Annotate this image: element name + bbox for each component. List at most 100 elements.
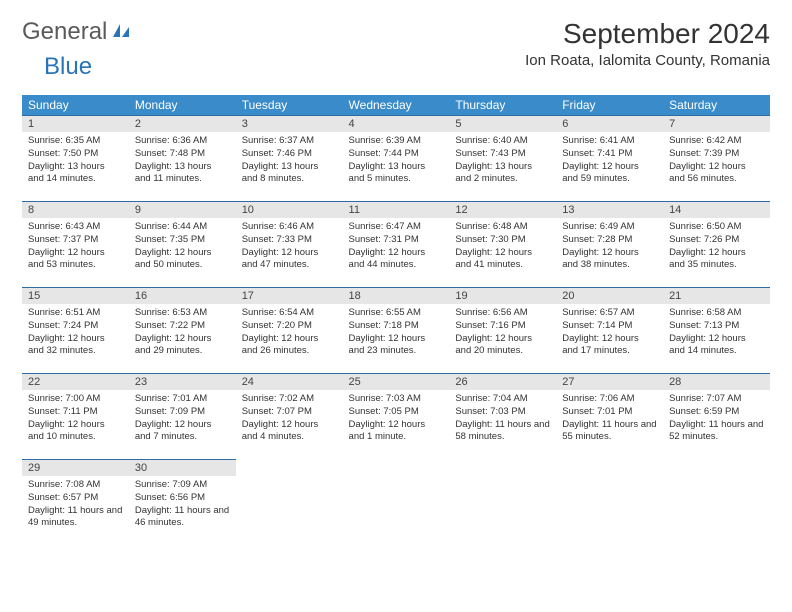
- calendar-cell: 28Sunrise: 7:07 AMSunset: 6:59 PMDayligh…: [663, 373, 770, 459]
- weekday-header: Thursday: [449, 95, 556, 115]
- day-number: 10: [236, 201, 343, 218]
- day-details: Sunrise: 7:06 AMSunset: 7:01 PMDaylight:…: [556, 390, 663, 448]
- day-details: Sunrise: 6:36 AMSunset: 7:48 PMDaylight:…: [129, 132, 236, 190]
- day-number: 8: [22, 201, 129, 218]
- day-details: Sunrise: 6:57 AMSunset: 7:14 PMDaylight:…: [556, 304, 663, 362]
- day-number: 26: [449, 373, 556, 390]
- day-details: Sunrise: 6:37 AMSunset: 7:46 PMDaylight:…: [236, 132, 343, 190]
- day-details: Sunrise: 6:41 AMSunset: 7:41 PMDaylight:…: [556, 132, 663, 190]
- day-number: 4: [343, 115, 450, 132]
- calendar-cell: [663, 459, 770, 545]
- day-details: Sunrise: 6:40 AMSunset: 7:43 PMDaylight:…: [449, 132, 556, 190]
- day-number: 6: [556, 115, 663, 132]
- logo-sails-icon: [111, 18, 133, 46]
- calendar-cell: 22Sunrise: 7:00 AMSunset: 7:11 PMDayligh…: [22, 373, 129, 459]
- day-number: 7: [663, 115, 770, 132]
- calendar-cell: 9Sunrise: 6:44 AMSunset: 7:35 PMDaylight…: [129, 201, 236, 287]
- day-details: Sunrise: 7:04 AMSunset: 7:03 PMDaylight:…: [449, 390, 556, 448]
- calendar-cell: 16Sunrise: 6:53 AMSunset: 7:22 PMDayligh…: [129, 287, 236, 373]
- calendar-cell: 24Sunrise: 7:02 AMSunset: 7:07 PMDayligh…: [236, 373, 343, 459]
- day-number: 13: [556, 201, 663, 218]
- calendar-row: 29Sunrise: 7:08 AMSunset: 6:57 PMDayligh…: [22, 459, 770, 545]
- calendar-cell: [343, 459, 450, 545]
- day-number: 14: [663, 201, 770, 218]
- calendar-cell: 7Sunrise: 6:42 AMSunset: 7:39 PMDaylight…: [663, 115, 770, 201]
- calendar-cell: 2Sunrise: 6:36 AMSunset: 7:48 PMDaylight…: [129, 115, 236, 201]
- calendar-cell: 19Sunrise: 6:56 AMSunset: 7:16 PMDayligh…: [449, 287, 556, 373]
- title-block: September 2024 Ion Roata, Ialomita Count…: [525, 18, 770, 69]
- weekday-header: Wednesday: [343, 95, 450, 115]
- day-number: 3: [236, 115, 343, 132]
- day-number: 18: [343, 287, 450, 304]
- day-number: 2: [129, 115, 236, 132]
- calendar-cell: 11Sunrise: 6:47 AMSunset: 7:31 PMDayligh…: [343, 201, 450, 287]
- weekday-header: Monday: [129, 95, 236, 115]
- calendar-cell: 23Sunrise: 7:01 AMSunset: 7:09 PMDayligh…: [129, 373, 236, 459]
- day-details: Sunrise: 6:48 AMSunset: 7:30 PMDaylight:…: [449, 218, 556, 276]
- logo: General: [22, 18, 133, 46]
- day-details: Sunrise: 7:02 AMSunset: 7:07 PMDaylight:…: [236, 390, 343, 448]
- calendar-cell: 25Sunrise: 7:03 AMSunset: 7:05 PMDayligh…: [343, 373, 450, 459]
- calendar-table: SundayMondayTuesdayWednesdayThursdayFrid…: [22, 95, 770, 545]
- calendar-cell: 27Sunrise: 7:06 AMSunset: 7:01 PMDayligh…: [556, 373, 663, 459]
- calendar-row: 22Sunrise: 7:00 AMSunset: 7:11 PMDayligh…: [22, 373, 770, 459]
- day-details: Sunrise: 6:53 AMSunset: 7:22 PMDaylight:…: [129, 304, 236, 362]
- day-details: Sunrise: 6:44 AMSunset: 7:35 PMDaylight:…: [129, 218, 236, 276]
- day-details: Sunrise: 6:49 AMSunset: 7:28 PMDaylight:…: [556, 218, 663, 276]
- calendar-cell: 20Sunrise: 6:57 AMSunset: 7:14 PMDayligh…: [556, 287, 663, 373]
- day-number: 5: [449, 115, 556, 132]
- calendar-body: 1Sunrise: 6:35 AMSunset: 7:50 PMDaylight…: [22, 115, 770, 545]
- location-text: Ion Roata, Ialomita County, Romania: [525, 52, 770, 69]
- day-number: 29: [22, 459, 129, 476]
- calendar-cell: 30Sunrise: 7:09 AMSunset: 6:56 PMDayligh…: [129, 459, 236, 545]
- calendar-cell: 29Sunrise: 7:08 AMSunset: 6:57 PMDayligh…: [22, 459, 129, 545]
- day-details: Sunrise: 6:55 AMSunset: 7:18 PMDaylight:…: [343, 304, 450, 362]
- day-number: 15: [22, 287, 129, 304]
- calendar-cell: 26Sunrise: 7:04 AMSunset: 7:03 PMDayligh…: [449, 373, 556, 459]
- day-details: Sunrise: 6:42 AMSunset: 7:39 PMDaylight:…: [663, 132, 770, 190]
- calendar-cell: 15Sunrise: 6:51 AMSunset: 7:24 PMDayligh…: [22, 287, 129, 373]
- calendar-cell: 1Sunrise: 6:35 AMSunset: 7:50 PMDaylight…: [22, 115, 129, 201]
- month-title: September 2024: [525, 18, 770, 50]
- day-details: Sunrise: 6:54 AMSunset: 7:20 PMDaylight:…: [236, 304, 343, 362]
- day-number: 12: [449, 201, 556, 218]
- day-number: 28: [663, 373, 770, 390]
- calendar-cell: 10Sunrise: 6:46 AMSunset: 7:33 PMDayligh…: [236, 201, 343, 287]
- day-details: Sunrise: 6:35 AMSunset: 7:50 PMDaylight:…: [22, 132, 129, 190]
- day-number: 17: [236, 287, 343, 304]
- day-details: Sunrise: 7:08 AMSunset: 6:57 PMDaylight:…: [22, 476, 129, 534]
- day-number: 23: [129, 373, 236, 390]
- day-number: 1: [22, 115, 129, 132]
- calendar-cell: [236, 459, 343, 545]
- day-details: Sunrise: 7:09 AMSunset: 6:56 PMDaylight:…: [129, 476, 236, 534]
- day-details: Sunrise: 7:00 AMSunset: 7:11 PMDaylight:…: [22, 390, 129, 448]
- weekday-header: Sunday: [22, 95, 129, 115]
- day-number: 25: [343, 373, 450, 390]
- calendar-row: 8Sunrise: 6:43 AMSunset: 7:37 PMDaylight…: [22, 201, 770, 287]
- day-details: Sunrise: 7:07 AMSunset: 6:59 PMDaylight:…: [663, 390, 770, 448]
- calendar-cell: 3Sunrise: 6:37 AMSunset: 7:46 PMDaylight…: [236, 115, 343, 201]
- weekday-header: Tuesday: [236, 95, 343, 115]
- day-details: Sunrise: 6:43 AMSunset: 7:37 PMDaylight:…: [22, 218, 129, 276]
- calendar-cell: 4Sunrise: 6:39 AMSunset: 7:44 PMDaylight…: [343, 115, 450, 201]
- day-details: Sunrise: 6:58 AMSunset: 7:13 PMDaylight:…: [663, 304, 770, 362]
- logo-text-general: General: [22, 18, 107, 46]
- calendar-cell: 14Sunrise: 6:50 AMSunset: 7:26 PMDayligh…: [663, 201, 770, 287]
- calendar-cell: 21Sunrise: 6:58 AMSunset: 7:13 PMDayligh…: [663, 287, 770, 373]
- day-details: Sunrise: 6:56 AMSunset: 7:16 PMDaylight:…: [449, 304, 556, 362]
- calendar-cell: [449, 459, 556, 545]
- calendar-cell: 8Sunrise: 6:43 AMSunset: 7:37 PMDaylight…: [22, 201, 129, 287]
- day-details: Sunrise: 7:03 AMSunset: 7:05 PMDaylight:…: [343, 390, 450, 448]
- weekday-header: Saturday: [663, 95, 770, 115]
- calendar-row: 15Sunrise: 6:51 AMSunset: 7:24 PMDayligh…: [22, 287, 770, 373]
- day-number: 21: [663, 287, 770, 304]
- day-details: Sunrise: 6:47 AMSunset: 7:31 PMDaylight:…: [343, 218, 450, 276]
- calendar-cell: 5Sunrise: 6:40 AMSunset: 7:43 PMDaylight…: [449, 115, 556, 201]
- weekday-header: Friday: [556, 95, 663, 115]
- calendar-cell: 13Sunrise: 6:49 AMSunset: 7:28 PMDayligh…: [556, 201, 663, 287]
- day-number: 22: [22, 373, 129, 390]
- day-details: Sunrise: 6:51 AMSunset: 7:24 PMDaylight:…: [22, 304, 129, 362]
- day-details: Sunrise: 6:39 AMSunset: 7:44 PMDaylight:…: [343, 132, 450, 190]
- day-number: 20: [556, 287, 663, 304]
- day-details: Sunrise: 7:01 AMSunset: 7:09 PMDaylight:…: [129, 390, 236, 448]
